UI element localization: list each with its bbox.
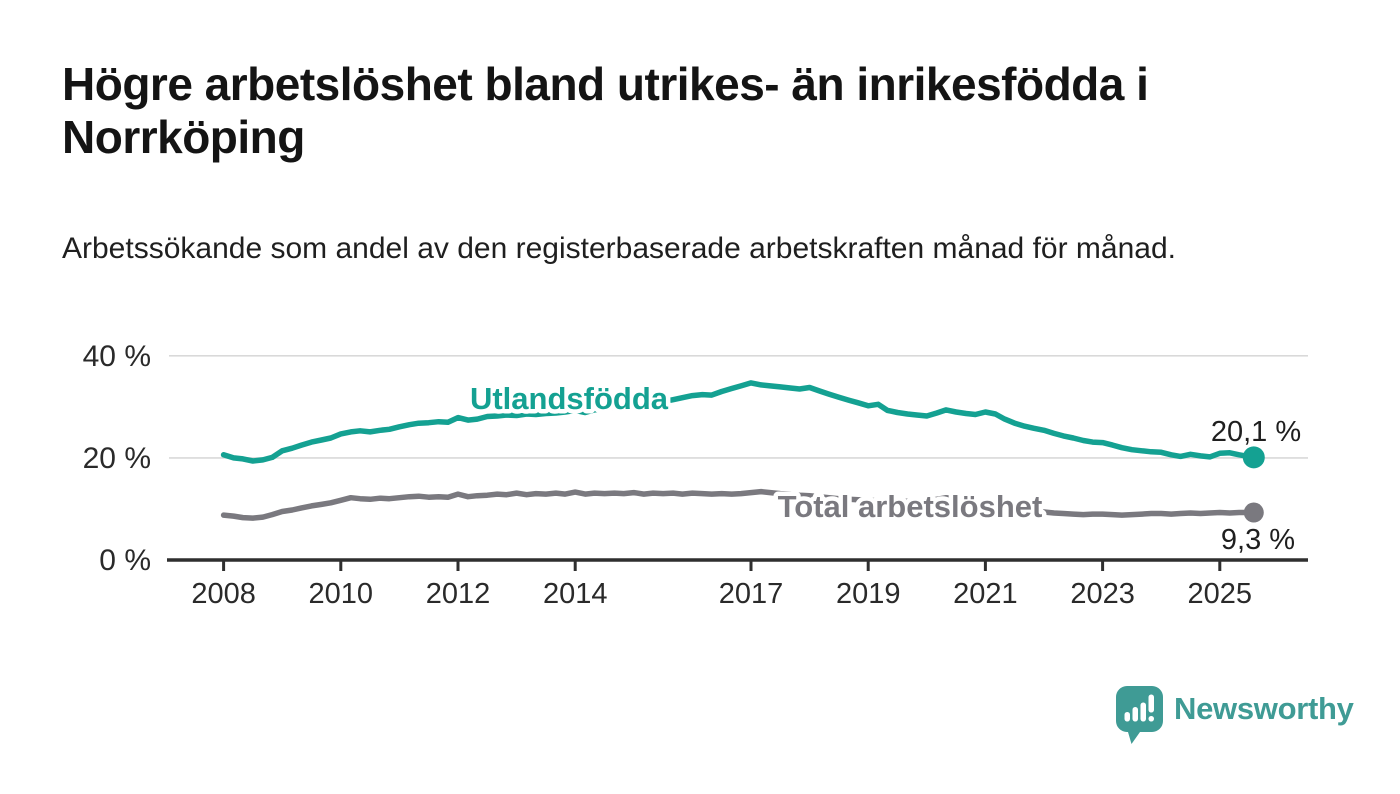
x-tick-label-2017: 2017 bbox=[719, 578, 784, 610]
series-end-label-total: 9,3 % bbox=[1221, 524, 1295, 556]
logo-bar-medium bbox=[1132, 707, 1138, 722]
x-tick-label-2014: 2014 bbox=[543, 578, 608, 610]
x-tick-label-2008: 2008 bbox=[191, 578, 256, 610]
x-tick-label-2010: 2010 bbox=[309, 578, 374, 610]
x-tick-label-2025: 2025 bbox=[1188, 578, 1253, 610]
x-tick-label-2012: 2012 bbox=[426, 578, 491, 610]
y-tick-label-40: 40 % bbox=[83, 340, 151, 373]
line-chart: 2008 2010 2012 2014 2017 2019 2021 2023 2025 40 %… bbox=[83, 340, 1308, 610]
series-line-utlandsfodda bbox=[220, 380, 1257, 464]
x-tick-label-2021: 2021 bbox=[953, 578, 1018, 610]
newsworthy-wordmark: Newsworthy bbox=[1174, 691, 1354, 726]
series-end-dot-total bbox=[1243, 502, 1264, 523]
x-tick-label-2019: 2019 bbox=[836, 578, 901, 610]
page-title: Högre arbetslöshet bland utrikes- än inr… bbox=[62, 58, 1149, 164]
y-tick-label-20: 20 % bbox=[83, 442, 151, 475]
series-line-total bbox=[220, 488, 1257, 521]
logo-bar-tall bbox=[1140, 702, 1146, 722]
logo-bar-small bbox=[1124, 712, 1130, 722]
newsworthy-branding: Newsworthy bbox=[1116, 686, 1354, 744]
series-label-utlandsfodda: Utlandsfödda bbox=[470, 381, 669, 416]
y-tick-label-0: 0 % bbox=[99, 544, 151, 577]
logo-exclamation-dot bbox=[1148, 716, 1154, 722]
series-end-dot-utlandsfodda bbox=[1242, 446, 1265, 469]
x-tick-label-2023: 2023 bbox=[1070, 578, 1135, 610]
logo-exclamation-bar bbox=[1148, 694, 1154, 713]
series-label-total: Total arbetslöshet bbox=[778, 489, 1043, 524]
page-subtitle: Arbetssökande som andel av den registerb… bbox=[62, 232, 1176, 265]
series-end-label-utlandsfodda: 20,1 % bbox=[1211, 416, 1301, 448]
newsworthy-logo-icon bbox=[1116, 686, 1163, 744]
logo-bubble-shape bbox=[1116, 686, 1163, 744]
